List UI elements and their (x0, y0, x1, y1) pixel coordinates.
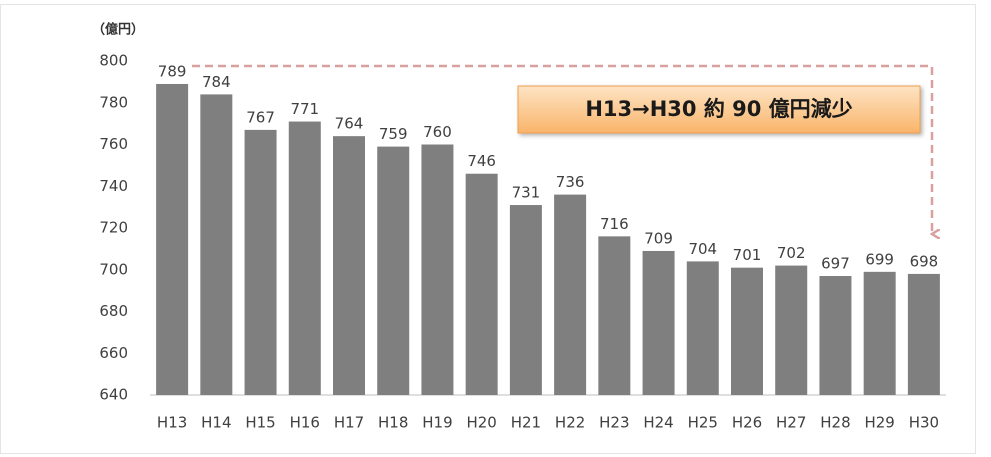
y-tick-label: 700 (99, 260, 128, 278)
unit-label: （億円） (92, 22, 144, 38)
trend-arrow (192, 64, 932, 234)
value-label: 701 (733, 246, 762, 264)
x-tick-label: H26 (732, 414, 762, 432)
x-tick-label: H22 (555, 414, 585, 432)
value-label: 702 (777, 244, 806, 262)
bar (421, 144, 454, 395)
bar (863, 271, 896, 395)
x-tick-label: H20 (466, 414, 496, 432)
bar (333, 136, 365, 395)
value-label: 699 (865, 250, 894, 268)
value-label: 767 (246, 108, 275, 126)
value-label: 746 (467, 152, 496, 170)
y-tick-label: 640 (99, 386, 128, 404)
value-label: 709 (644, 229, 673, 247)
value-label: 736 (556, 173, 585, 191)
x-tick-label: H23 (599, 414, 629, 432)
bar (377, 146, 410, 395)
value-label: 697 (821, 255, 850, 273)
value-label: 731 (512, 184, 541, 202)
annotation-box (517, 85, 921, 134)
bar (200, 94, 233, 396)
y-tick-label: 680 (99, 302, 128, 320)
bar (907, 273, 940, 395)
y-tick-label: 800 (99, 52, 128, 70)
value-label: 764 (335, 115, 364, 133)
bar (554, 194, 587, 395)
x-tick-label: H25 (688, 414, 718, 432)
value-label: 698 (910, 252, 939, 270)
y-tick-label: 760 (99, 135, 128, 153)
value-label: 771 (290, 100, 319, 118)
bar (509, 205, 542, 395)
bar (244, 129, 277, 395)
bar (598, 236, 631, 395)
value-label: 704 (688, 240, 717, 258)
value-label: 760 (423, 123, 452, 141)
x-tick-label: H18 (378, 414, 408, 432)
x-tick-label: H30 (909, 414, 939, 432)
bar (686, 261, 719, 395)
value-label: 716 (600, 215, 629, 233)
x-tick-label: H13 (157, 414, 187, 432)
y-tick-label: 780 (99, 93, 128, 111)
x-tick-label: H16 (290, 414, 320, 432)
x-tick-label: H17 (334, 414, 364, 432)
value-label: 784 (202, 73, 231, 91)
x-tick-label: H27 (776, 414, 806, 432)
value-label: 789 (158, 62, 187, 80)
bar (731, 267, 763, 395)
value-label: 759 (379, 125, 408, 143)
y-tick-label: 720 (99, 219, 128, 237)
bar (775, 265, 808, 395)
x-tick-label: H15 (245, 414, 275, 432)
annotation: H13→H30 約 90 億円減少 (585, 97, 852, 121)
x-tick-label: H14 (201, 414, 231, 432)
bar (642, 250, 675, 395)
y-tick-label: 740 (99, 177, 128, 195)
bar (156, 83, 189, 396)
x-tick-label: H28 (820, 414, 850, 432)
x-tick-label: H19 (422, 414, 452, 432)
bar (819, 276, 852, 395)
bar (465, 173, 498, 395)
y-tick-label: 660 (99, 344, 128, 362)
x-tick-label: H24 (643, 414, 673, 432)
x-tick-label: H21 (511, 414, 541, 432)
x-tick-label: H29 (864, 414, 894, 432)
bar (288, 121, 321, 395)
frame (0, 4, 976, 454)
